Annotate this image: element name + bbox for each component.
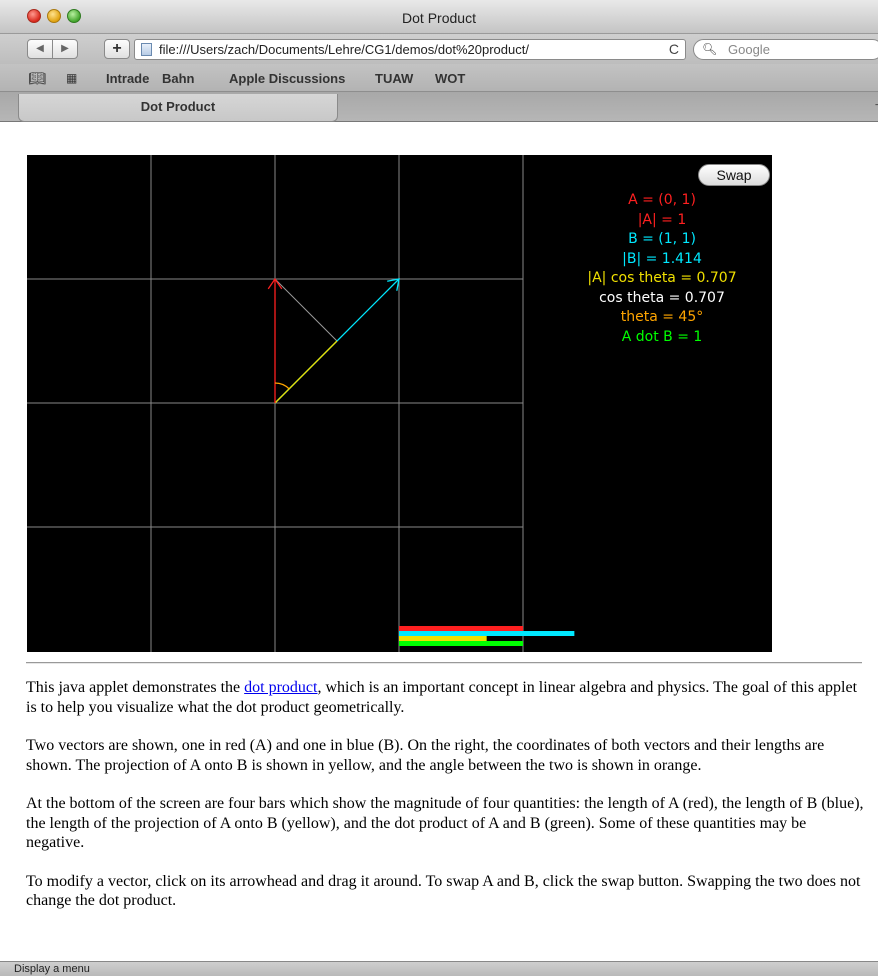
readout-line-5: cos theta = 0.707: [599, 289, 725, 306]
dot-product-applet[interactable]: Swap A = (0, 1) |A| = 1 B = (1, 1) |B| = 1.…: [27, 155, 772, 652]
vector-canvas[interactable]: [27, 155, 772, 652]
bookmark-wot[interactable]: WOT: [435, 71, 466, 86]
back-button[interactable]: ◀: [27, 39, 53, 59]
paragraph-bars: At the bottom of the screen are four bar…: [26, 795, 864, 851]
tab-dot-product[interactable]: Dot Product: [18, 94, 338, 122]
add-bookmark-button[interactable]: +: [104, 39, 130, 59]
status-text: Display a menu: [14, 963, 90, 975]
readout-line-2: B = (1, 1): [628, 231, 696, 247]
readout-line-4: |A| cos theta = 0.707: [587, 270, 737, 286]
dot-product-link[interactable]: dot product: [244, 679, 318, 696]
close-window-button[interactable]: [27, 9, 41, 23]
minimize-window-button[interactable]: [47, 9, 61, 23]
vector-b-arrowhead: [387, 278, 400, 291]
search-placeholder: Google: [728, 42, 770, 57]
bookmark-bahn[interactable]: Bahn: [162, 71, 195, 86]
forward-arrow-icon: ▶: [61, 43, 69, 54]
status-bar: Display a menu: [0, 961, 878, 976]
perpendicular-line: [274, 278, 338, 342]
paragraph-intro: This java applet demonstrates the dot pr…: [26, 678, 864, 717]
top-sites-grid-icon[interactable]: ▦: [66, 71, 78, 85]
vector-a-arrowhead: [267, 277, 283, 290]
zoom-window-button[interactable]: [67, 9, 81, 23]
bookmarks-bar: 📖︎ ▦ Intrade Bahn Apple Discussions TUAW…: [0, 64, 878, 92]
paragraph-vectors: Two vectors are shown, one in red (A) an…: [26, 737, 825, 774]
back-arrow-icon: ◀: [36, 43, 44, 54]
bookmark-apple-discussions[interactable]: Apple Discussions: [229, 71, 346, 86]
bar-projection: [399, 636, 487, 641]
readout-line-1: |A| = 1: [637, 211, 687, 228]
intro-text-cont: , which is an important concept in linea…: [26, 679, 858, 716]
title-bar: Dot Product: [0, 0, 878, 34]
bar-dot-product: [399, 641, 523, 646]
bar-length-b: [399, 631, 575, 636]
bookmark-tuaw[interactable]: TUAW: [375, 71, 414, 86]
readout-line-0: A = (0, 1): [628, 192, 696, 208]
readout-line-6: theta = 45°: [620, 309, 704, 325]
reload-icon[interactable]: C: [668, 41, 679, 57]
projection-line: [274, 340, 338, 404]
page-content: Swap A = (0, 1) |A| = 1 B = (1, 1) |B| = 1.…: [18, 123, 878, 961]
address-bar[interactable]: file:///Users/zach/Documents/Lehre/CG1/d…: [134, 39, 686, 60]
angle-arc: [274, 382, 290, 390]
plus-icon: +: [112, 40, 122, 57]
paragraph-instructions: To modify a vector, click on its arrowhe…: [26, 872, 861, 910]
intro-text: This java applet demonstrates the: [26, 679, 245, 696]
forward-button[interactable]: ▶: [52, 39, 78, 59]
description: This java applet demonstrates the dot pr…: [26, 678, 864, 930]
bar-length-a: [399, 626, 523, 631]
tab-bar: Dot Product +: [0, 92, 878, 122]
toolbar: ◀ ▶ + file:///Users/zach/Documents/Lehre…: [0, 34, 878, 64]
bookmarks-book-icon[interactable]: 📖︎: [28, 70, 46, 86]
bookmark-intrade[interactable]: Intrade: [106, 71, 150, 86]
readout-line-7: A dot B = 1: [621, 328, 703, 345]
window-title: Dot Product: [402, 10, 476, 26]
swap-button[interactable]: Swap: [698, 164, 770, 186]
search-field[interactable]: 🔍︎ Google: [693, 39, 878, 60]
page-icon: [141, 43, 152, 56]
divider: [26, 662, 862, 664]
new-tab-icon[interactable]: +: [875, 97, 878, 115]
url-text[interactable]: file:///Users/zach/Documents/Lehre/CG1/d…: [159, 42, 529, 57]
search-icon: 🔍︎: [702, 42, 718, 56]
readout-line-3: |B| = 1.414: [622, 250, 702, 267]
